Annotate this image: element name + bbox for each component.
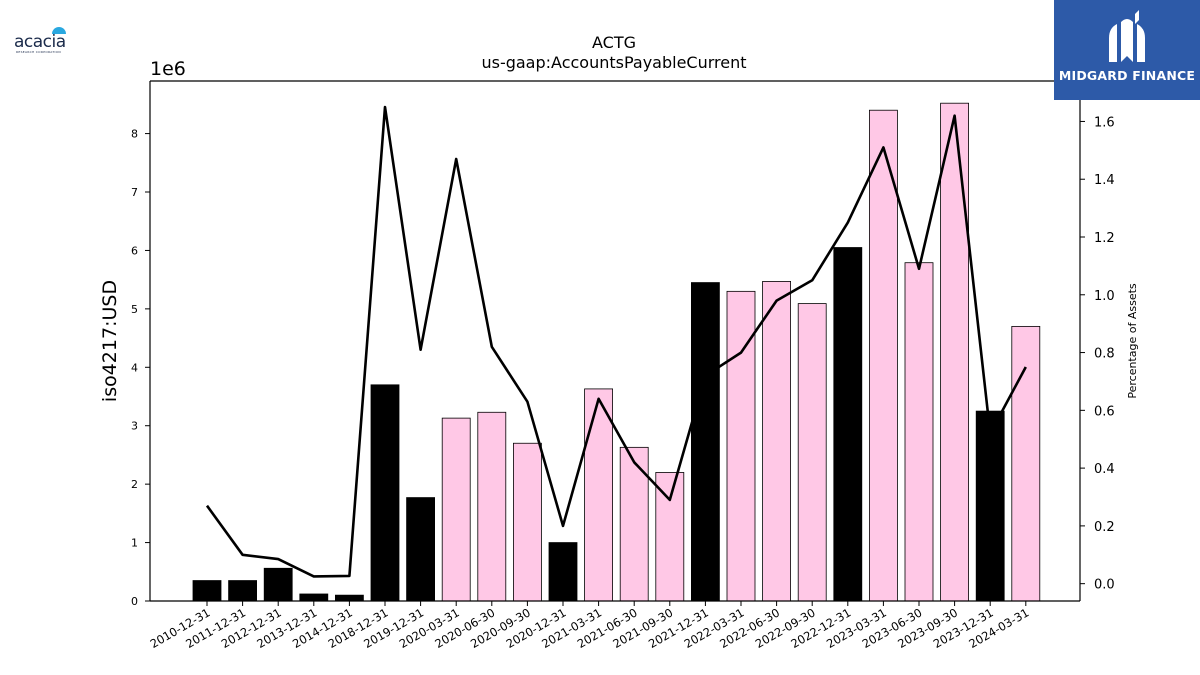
logo-arc-icon <box>52 27 66 34</box>
y-tick-label: 0 <box>131 595 138 608</box>
bar-2024-03-31 <box>1011 325 1041 602</box>
bar-2021-12-31 <box>691 282 720 602</box>
bar-2020-12-31 <box>548 542 578 602</box>
chart-subtitle: us-gaap:AccountsPayableCurrent <box>481 53 746 72</box>
bar-2020-06-30 <box>477 411 507 602</box>
bar-2020-09-30 <box>513 442 542 602</box>
bar-2021-06-30 <box>619 446 649 602</box>
y2-tick-label: 0.2 <box>1094 520 1115 535</box>
bar-2010-12-31 <box>192 580 222 602</box>
bar-2013-12-31 <box>299 593 329 602</box>
line-series <box>205 105 1027 578</box>
bar-2022-12-31 <box>833 247 863 602</box>
y2-tick-label: 0.4 <box>1094 462 1115 477</box>
bar-2018-12-31 <box>370 384 400 602</box>
y2-axis-label: Percentage of Assets <box>1126 283 1139 399</box>
bar-2021-03-31 <box>584 388 613 602</box>
y-tick-label: 1 <box>131 537 138 550</box>
bar-2023-12-31 <box>975 410 1005 602</box>
y-tick-label: 2 <box>131 478 138 491</box>
y-scale-label: 1e6 <box>150 58 186 80</box>
bar-2023-06-30 <box>904 262 934 602</box>
chart-title: ACTG <box>592 33 636 52</box>
bar-2012-12-31 <box>263 567 293 602</box>
y2-tick-label: 1.4 <box>1094 173 1115 188</box>
acacia-logo-word: acacia <box>14 32 66 52</box>
y2-tick-label: 1.6 <box>1094 115 1115 130</box>
bar-2023-03-31 <box>869 109 898 602</box>
y-tick-label: 4 <box>131 361 138 374</box>
y-tick-label: 7 <box>131 186 138 199</box>
y-tick-label: 5 <box>131 303 138 316</box>
y-tick-label: 6 <box>131 244 138 257</box>
y-axis-label: iso4217:USD <box>99 280 121 402</box>
bar-2019-12-31 <box>406 497 436 602</box>
y-tick-label: 3 <box>131 420 138 433</box>
midgard-logo: MIDGARD FINANCE <box>1054 0 1200 100</box>
midgard-mark-icon <box>1109 10 1145 62</box>
y-tick-label: 8 <box>131 128 138 141</box>
acacia-logo-subtext: RESEARCH CORPORATION <box>16 50 61 54</box>
bar-2014-12-31 <box>334 594 364 602</box>
midgard-brand-text: MIDGARD FINANCE <box>1058 68 1196 83</box>
y2-tick-label: 0.6 <box>1094 404 1115 419</box>
bar-2022-03-31 <box>726 290 756 602</box>
y2-tick-label: 0.8 <box>1094 347 1115 362</box>
y2-tick-label: 0.0 <box>1094 578 1115 593</box>
bar-2023-09-30 <box>940 102 969 602</box>
y2-tick-label: 1.0 <box>1094 289 1115 304</box>
percentage-line <box>205 105 1027 578</box>
y2-tick-label: 1.2 <box>1094 231 1115 246</box>
bar-2011-12-31 <box>228 580 258 602</box>
bar-2020-03-31 <box>441 417 471 602</box>
acacia-logo: acacia RESEARCH CORPORATION <box>12 26 78 56</box>
bar-2022-09-30 <box>797 303 827 602</box>
bar-2022-06-30 <box>762 281 791 602</box>
bar-series <box>192 102 1041 602</box>
bar-2021-09-30 <box>655 472 685 602</box>
